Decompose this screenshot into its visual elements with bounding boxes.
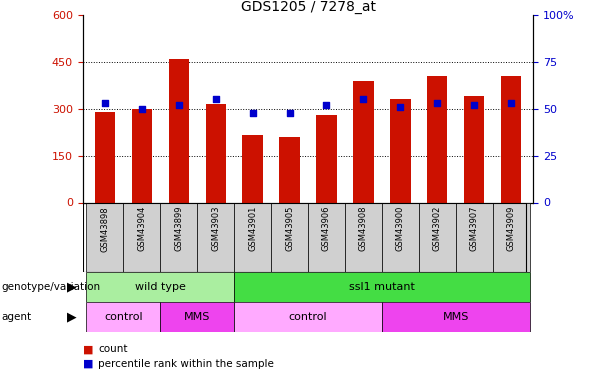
Text: GSM43903: GSM43903	[211, 206, 220, 252]
Bar	[86, 302, 161, 332]
Bar	[243, 135, 263, 202]
Bar	[86, 202, 123, 272]
Text: MMS: MMS	[443, 312, 469, 322]
Point	[432, 100, 442, 106]
Text: genotype/variation: genotype/variation	[2, 282, 101, 292]
Bar	[493, 202, 530, 272]
Text: GSM43900: GSM43900	[396, 206, 405, 251]
Point	[284, 110, 294, 116]
Text: MMS: MMS	[184, 312, 210, 322]
Bar	[382, 302, 530, 332]
Bar	[308, 202, 345, 272]
Point	[395, 104, 405, 110]
Bar	[161, 302, 234, 332]
Point	[506, 100, 516, 106]
Bar	[455, 202, 493, 272]
Text: GSM43908: GSM43908	[359, 206, 368, 252]
Bar	[86, 272, 234, 302]
Bar	[161, 202, 197, 272]
Point	[174, 102, 184, 108]
Text: control: control	[289, 312, 327, 322]
Text: control: control	[104, 312, 143, 322]
Bar	[205, 104, 226, 202]
Text: count: count	[98, 345, 128, 354]
Point	[322, 102, 332, 108]
Point	[248, 110, 257, 116]
Bar	[419, 202, 455, 272]
Bar	[95, 112, 115, 202]
Text: ▶: ▶	[67, 310, 77, 323]
Bar	[271, 202, 308, 272]
Bar	[501, 76, 521, 202]
Bar	[132, 109, 152, 202]
Text: agent: agent	[2, 312, 32, 322]
Text: percentile rank within the sample: percentile rank within the sample	[98, 359, 274, 369]
Text: GSM43901: GSM43901	[248, 206, 257, 251]
Point	[211, 96, 221, 102]
Bar	[280, 137, 300, 202]
Bar	[169, 59, 189, 202]
Point	[470, 102, 479, 108]
Bar	[123, 202, 161, 272]
Text: ▶: ▶	[67, 280, 77, 293]
Text: ssl1 mutant: ssl1 mutant	[349, 282, 415, 292]
Text: ■: ■	[83, 359, 93, 369]
Bar	[382, 202, 419, 272]
Text: GSM43905: GSM43905	[285, 206, 294, 251]
Bar	[197, 202, 234, 272]
Bar	[234, 202, 271, 272]
Bar	[427, 76, 447, 202]
Title: GDS1205 / 7278_at: GDS1205 / 7278_at	[240, 0, 376, 14]
Bar	[353, 81, 373, 203]
Bar	[234, 302, 382, 332]
Bar	[464, 96, 484, 202]
Point	[137, 106, 147, 112]
Text: wild type: wild type	[135, 282, 186, 292]
Text: GSM43898: GSM43898	[101, 206, 109, 252]
Bar	[316, 115, 337, 202]
Bar	[390, 99, 411, 202]
Bar	[345, 202, 382, 272]
Text: ■: ■	[83, 345, 93, 354]
Text: GSM43904: GSM43904	[137, 206, 147, 251]
Text: GSM43899: GSM43899	[174, 206, 183, 252]
Point	[100, 100, 110, 106]
Bar	[234, 272, 530, 302]
Text: GSM43906: GSM43906	[322, 206, 331, 252]
Point	[359, 96, 368, 102]
Text: GSM43909: GSM43909	[507, 206, 516, 251]
Text: GSM43907: GSM43907	[470, 206, 479, 252]
Text: GSM43902: GSM43902	[433, 206, 442, 251]
